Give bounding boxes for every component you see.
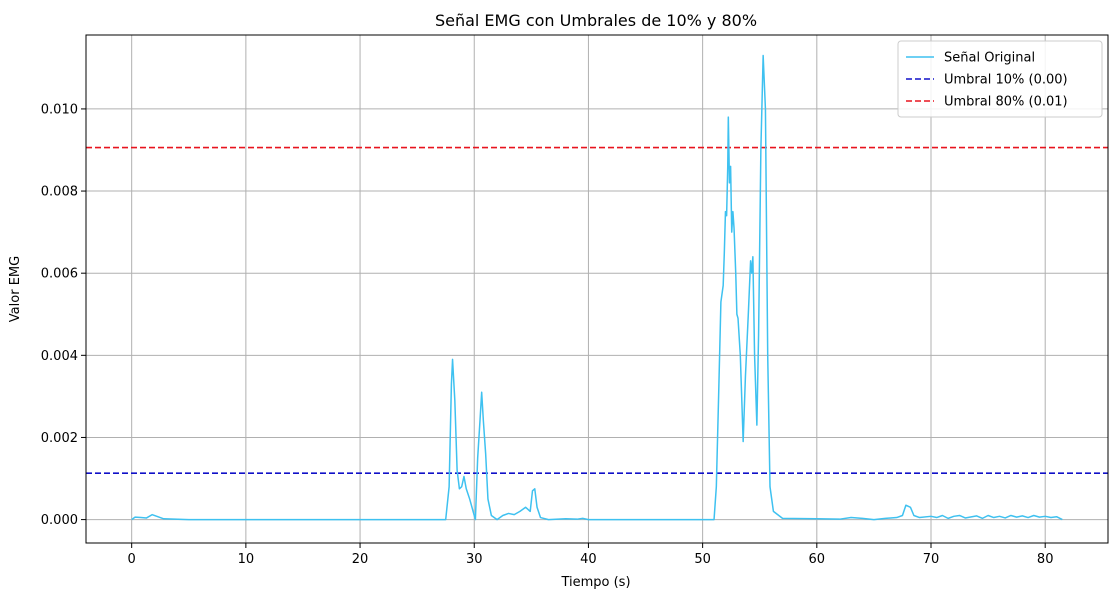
x-axis-label: Tiempo (s) xyxy=(560,575,630,590)
legend-box xyxy=(897,40,1103,118)
legend-label: Señal Original xyxy=(944,51,1035,66)
signal-series xyxy=(131,54,1063,521)
x-tick-label: 60 xyxy=(809,552,826,567)
y-tick-label: 0.006 xyxy=(41,267,78,282)
y-tick-label: 0.010 xyxy=(41,102,78,117)
chart-title: Señal EMG con Umbrales de 10% y 80% xyxy=(435,11,757,30)
threshold-lines xyxy=(86,146,1108,474)
x-tick-label: 70 xyxy=(923,552,940,567)
x-tick-label: 40 xyxy=(580,552,597,567)
series-line-signal xyxy=(131,54,1063,521)
y-tick-label: 0.004 xyxy=(41,349,78,364)
x-tick-label: 50 xyxy=(694,552,711,567)
x-tick-label: 80 xyxy=(1037,552,1054,567)
legend: Señal Original Umbral 10% (0.00) Umbral 80… xyxy=(897,40,1103,118)
x-tick-label: 20 xyxy=(352,552,369,567)
legend-label: Umbral 80% (0.01) xyxy=(944,95,1068,110)
x-tick-label: 0 xyxy=(128,552,136,567)
legend-label: Umbral 10% (0.00) xyxy=(944,73,1068,88)
x-tick-label: 10 xyxy=(238,552,255,567)
y-tick-label: 0.000 xyxy=(41,513,78,528)
y-axis-label: Valor EMG xyxy=(8,256,23,322)
x-axis-ticks: 0 10 20 30 40 50 60 70 80 xyxy=(128,543,1054,567)
x-tick-label: 30 xyxy=(466,552,483,567)
y-tick-label: 0.008 xyxy=(41,185,78,200)
y-axis-ticks: 0.000 0.002 0.004 0.006 0.008 0.010 xyxy=(41,102,86,528)
plot-frame xyxy=(85,34,1109,544)
y-tick-label: 0.002 xyxy=(41,431,78,446)
